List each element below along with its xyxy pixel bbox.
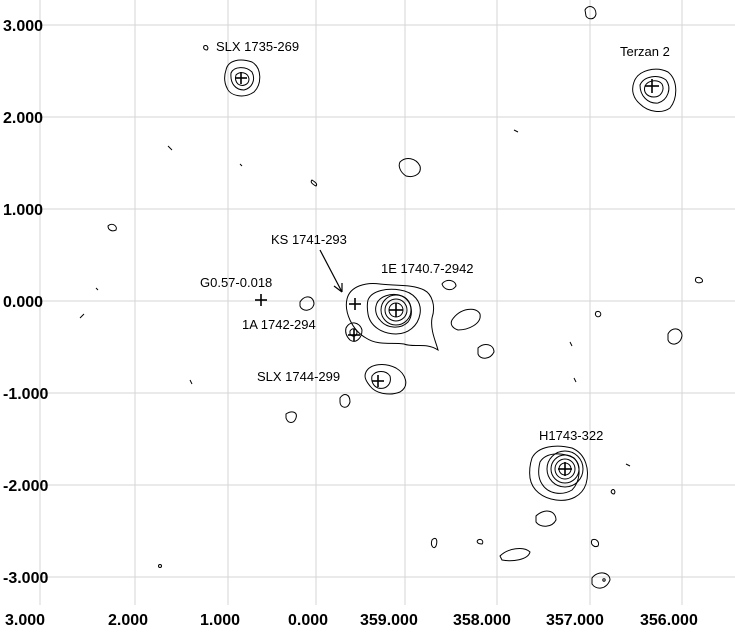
label-slx1735: SLX 1735-269 xyxy=(216,39,299,54)
x-tick-label: 359.000 xyxy=(360,612,418,629)
x-tick-label: 0.000 xyxy=(288,612,328,629)
marker-terzan2 xyxy=(645,79,659,93)
x-tick-label: 1.000 xyxy=(200,612,240,629)
y-tick-label: -3.000 xyxy=(3,570,48,587)
label-terzan2: Terzan 2 xyxy=(620,44,670,59)
contour-h1743 xyxy=(529,445,588,501)
ks-arrow xyxy=(319,249,343,293)
marker-1e1740 xyxy=(389,303,403,317)
x-axis: 3.000 2.000 1.000 0.000 359.000 358.000 … xyxy=(5,612,698,629)
marker-slx1735 xyxy=(235,72,247,84)
x-tick-label: 358.000 xyxy=(453,612,511,629)
contour-terzan2 xyxy=(632,68,677,112)
label-h1743: H1743-322 xyxy=(539,428,603,443)
marker-a1742 xyxy=(348,329,360,341)
y-tick-label: -2.000 xyxy=(3,478,48,495)
grid-lines xyxy=(39,0,735,605)
noise-contours xyxy=(79,6,703,589)
x-tick-label: 3.000 xyxy=(5,612,45,629)
y-tick-label: 3.000 xyxy=(3,18,43,35)
source-labels: SLX 1735-269 Terzan 2 KS 1741-293 1E 174… xyxy=(200,39,670,443)
source-markers xyxy=(235,72,659,476)
y-tick-label: 2.000 xyxy=(3,110,43,127)
y-tick-label: -1.000 xyxy=(3,386,48,403)
y-tick-label: 1.000 xyxy=(3,202,43,219)
x-tick-label: 356.000 xyxy=(640,612,698,629)
contour-slx1735 xyxy=(224,59,261,97)
contours xyxy=(79,6,703,589)
label-slx1744: SLX 1744-299 xyxy=(257,369,340,384)
label-g057: G0.57-0.018 xyxy=(200,275,272,290)
contour-1e1740 xyxy=(345,283,439,352)
marker-slx1744 xyxy=(372,375,384,387)
label-ks1741: KS 1741-293 xyxy=(271,232,347,247)
marker-ks1741 xyxy=(349,298,361,310)
marker-h1743 xyxy=(558,462,572,476)
marker-g057 xyxy=(255,294,267,306)
label-1e1740: 1E 1740.7-2942 xyxy=(381,261,474,276)
x-tick-label: 2.000 xyxy=(108,612,148,629)
contour-slx1744 xyxy=(364,364,407,395)
label-a1742: 1A 1742-294 xyxy=(242,317,316,332)
y-tick-label: 0.000 xyxy=(3,294,43,311)
x-tick-label: 357.000 xyxy=(546,612,604,629)
y-axis: 3.000 2.000 1.000 0.000 -1.000 -2.000 -3… xyxy=(3,18,48,587)
